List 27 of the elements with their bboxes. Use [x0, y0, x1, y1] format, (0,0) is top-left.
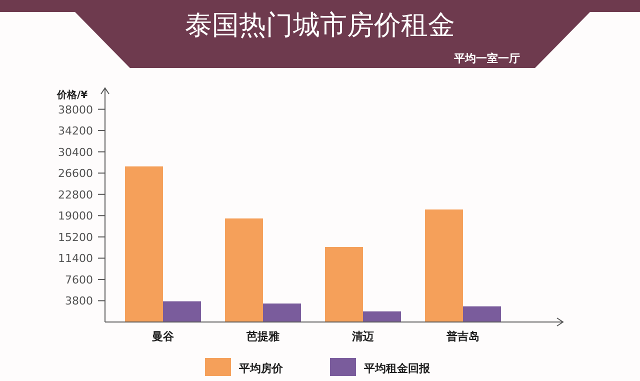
bar [225, 218, 263, 322]
y-tick-label: 7600 [65, 273, 93, 286]
legend-label: 平均租金回报 [363, 362, 431, 375]
y-tick-label: 19000 [58, 210, 93, 223]
y-tick-label: 34200 [58, 124, 93, 138]
x-tick-label: 曼谷 [151, 330, 175, 343]
bar [425, 209, 463, 322]
y-tick-label: 30400 [58, 146, 93, 159]
x-tick-label: 芭提雅 [246, 330, 280, 343]
legend-label: 平均房价 [238, 362, 284, 375]
y-tick-label: 22800 [58, 188, 93, 202]
y-tick-label: 11400 [58, 252, 93, 266]
chart-subtitle: 平均一室一厅 [453, 52, 520, 65]
y-tick-label: 26600 [58, 167, 93, 180]
bar [125, 166, 163, 322]
bar [163, 301, 201, 322]
y-axis-title: 价格/¥ [56, 89, 88, 101]
bar [325, 246, 363, 322]
bar [363, 311, 401, 322]
bar [463, 306, 501, 322]
x-tick-label: 普吉岛 [446, 330, 480, 343]
y-tick-label: 15200 [58, 230, 93, 244]
y-tick-label: 38000 [58, 103, 93, 116]
bar [263, 304, 301, 322]
y-tick-label: 3800 [65, 294, 93, 308]
x-tick-label: 清迈 [351, 330, 374, 343]
chart-title: 泰国热门城市房价租金 [185, 10, 455, 41]
